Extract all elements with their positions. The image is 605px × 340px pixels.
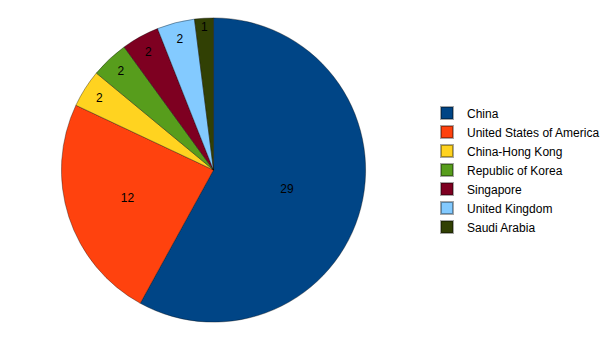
- svg-text:2: 2: [176, 32, 183, 46]
- svg-text:Republic of Korea: Republic of Korea: [467, 164, 563, 178]
- svg-text:1: 1: [201, 20, 208, 34]
- svg-text:Singapore: Singapore: [467, 183, 522, 197]
- svg-text:2: 2: [96, 91, 103, 105]
- svg-text:12: 12: [121, 191, 135, 205]
- svg-text:2: 2: [145, 45, 152, 59]
- svg-text:China: China: [467, 107, 499, 121]
- svg-text:United States of America: United States of America: [467, 126, 599, 140]
- svg-text:Saudi Arabia: Saudi Arabia: [467, 221, 535, 235]
- svg-text:2: 2: [118, 64, 125, 78]
- svg-text:29: 29: [280, 182, 294, 196]
- svg-text:China-Hong Kong: China-Hong Kong: [467, 145, 562, 159]
- svg-text:United Kingdom: United Kingdom: [467, 202, 552, 216]
